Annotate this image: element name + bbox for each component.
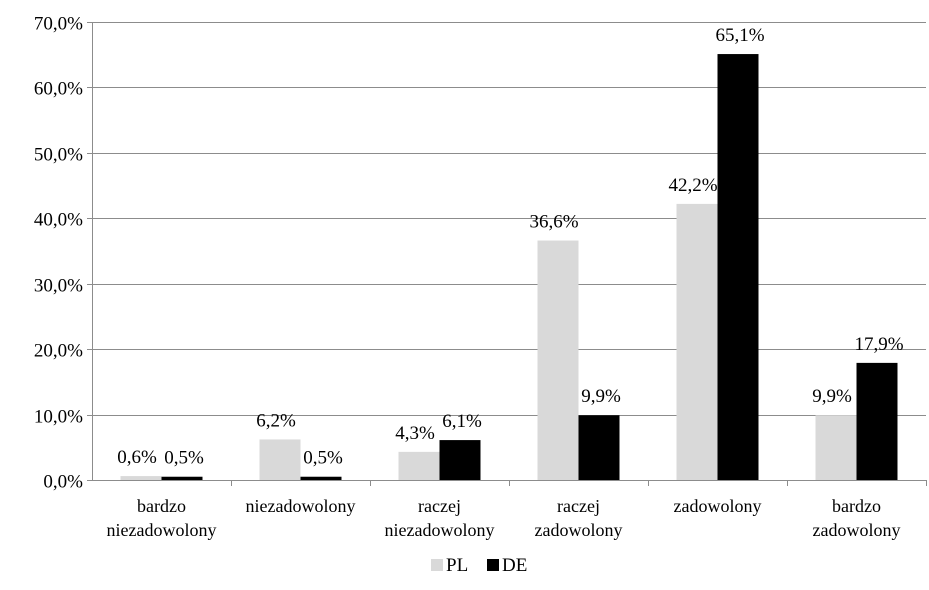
data-label-pl: 9,9% bbox=[812, 386, 852, 407]
data-label-de: 9,9% bbox=[581, 386, 621, 407]
bar-de bbox=[161, 476, 203, 480]
bar-de bbox=[717, 54, 759, 481]
legend-swatch-de bbox=[487, 559, 499, 571]
data-label-de: 6,1% bbox=[442, 411, 482, 432]
legend-label-de: DE bbox=[502, 555, 527, 576]
axes bbox=[92, 22, 927, 486]
data-label-de: 17,9% bbox=[854, 334, 903, 355]
bar-pl bbox=[815, 415, 857, 480]
x-category-label: zadowolony bbox=[535, 520, 623, 540]
gridlines bbox=[92, 22, 926, 416]
x-category-label: zadowolony bbox=[813, 520, 901, 540]
legend-label-pl: PL bbox=[446, 555, 468, 576]
y-tick-label: 70,0% bbox=[34, 14, 83, 35]
y-tick-label: 10,0% bbox=[34, 407, 83, 428]
y-tick-label: 0,0% bbox=[43, 472, 83, 493]
bar-de bbox=[578, 415, 620, 480]
y-axis-ticks: 0,0% 10,0% 20,0% 30,0% 40,0% 50,0% 60,0% 70,0% bbox=[34, 14, 92, 493]
data-label-pl: 42,2% bbox=[668, 175, 717, 196]
data-label-de: 65,1% bbox=[715, 25, 764, 46]
x-category-label: bardzo bbox=[137, 496, 186, 516]
data-label-pl: 36,6% bbox=[529, 212, 578, 233]
bar-pl bbox=[398, 451, 440, 480]
bar-pl bbox=[259, 439, 301, 480]
legend-swatch-pl bbox=[431, 559, 443, 571]
x-category-label: raczej bbox=[557, 496, 600, 516]
bars bbox=[120, 54, 898, 481]
x-category-label: bardzo bbox=[832, 496, 881, 516]
x-category-label: zadowolony bbox=[674, 496, 762, 516]
x-axis-categories: bardzo niezadowolony niezadowolony raczej ni… bbox=[107, 496, 901, 540]
data-label-de: 0,5% bbox=[303, 448, 343, 469]
bar-pl bbox=[676, 203, 718, 481]
y-tick-label: 30,0% bbox=[34, 276, 83, 297]
legend: PL DE bbox=[431, 555, 527, 576]
data-label-pl: 4,3% bbox=[395, 423, 435, 444]
bar-de bbox=[856, 362, 898, 480]
y-tick-label: 50,0% bbox=[34, 145, 83, 166]
data-label-pl: 0,6% bbox=[117, 447, 157, 468]
y-tick-label: 40,0% bbox=[34, 210, 83, 231]
data-label-pl: 6,2% bbox=[256, 410, 296, 431]
x-category-label: niezadowolony bbox=[107, 520, 217, 540]
bar-de bbox=[439, 440, 481, 480]
bar-pl bbox=[120, 476, 162, 480]
bar-de bbox=[300, 476, 342, 480]
y-tick-label: 20,0% bbox=[34, 341, 83, 362]
y-tick-label: 60,0% bbox=[34, 79, 83, 100]
x-category-label: niezadowolony bbox=[385, 520, 495, 540]
x-category-label: niezadowolony bbox=[246, 496, 356, 516]
x-category-label: raczej bbox=[418, 496, 461, 516]
data-labels: 0,6% 0,5% 6,2% 0,5% 4,3% 6,1% 36,6% 9,9% 42,2% 65… bbox=[117, 25, 904, 469]
data-label-de: 0,5% bbox=[164, 448, 204, 469]
bar-pl bbox=[537, 240, 579, 480]
